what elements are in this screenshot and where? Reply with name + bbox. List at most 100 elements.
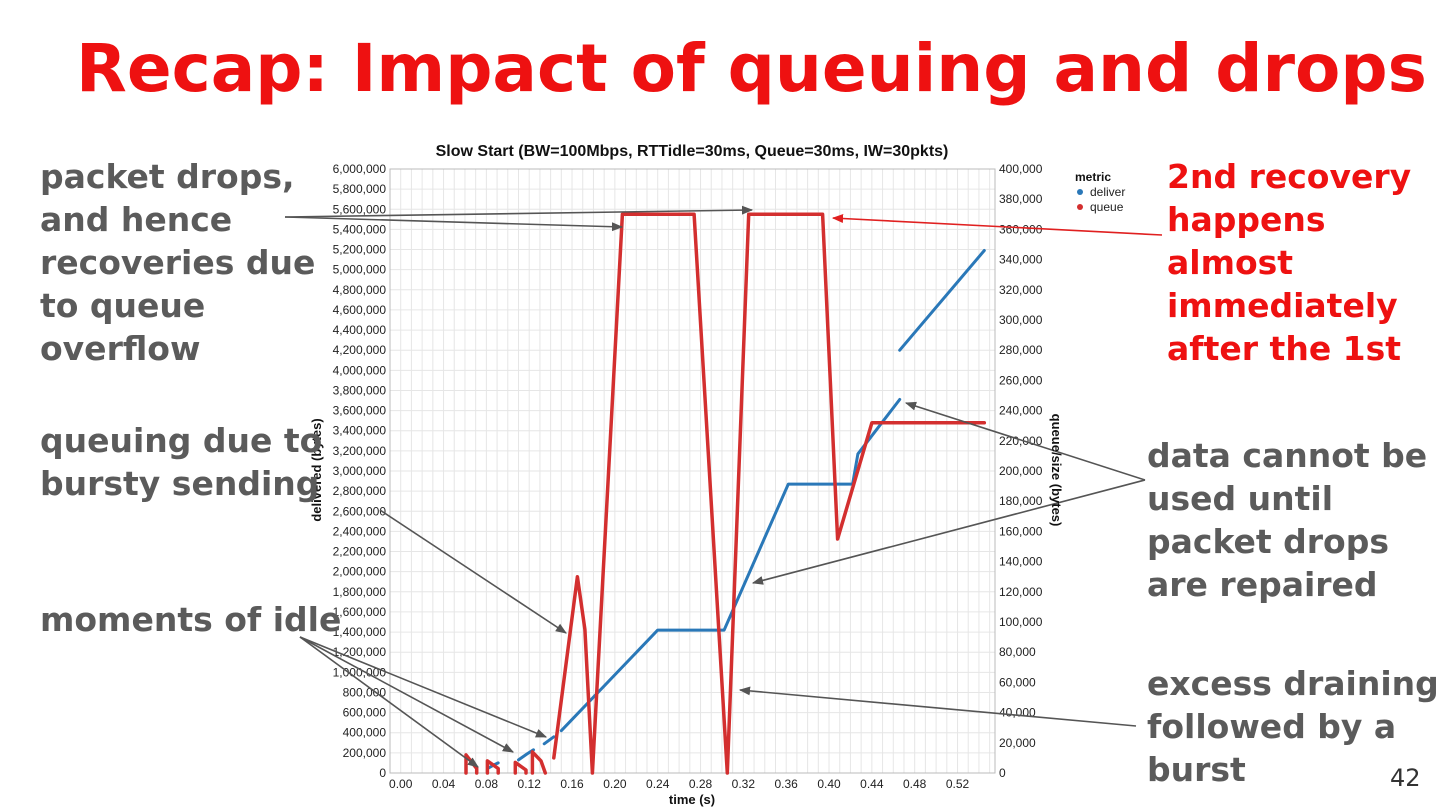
note-line: packet drops [1147, 522, 1389, 561]
x-tick-label: 0.36 [775, 777, 799, 791]
y-tick-label: 800,000 [343, 685, 387, 699]
legend-queue-swatch [1077, 204, 1083, 210]
chart-title: Slow Start (BW=100Mbps, RTTidle=30ms, Qu… [436, 143, 949, 160]
y2-tick-label: 0 [999, 766, 1006, 780]
note-line: to queue [40, 286, 206, 325]
annotation-arrow [299, 636, 479, 768]
y2-tick-label: 20,000 [999, 736, 1036, 750]
series-queue-line [530, 750, 548, 775]
note-line: packet drops, [40, 157, 295, 196]
y2-tick-label: 40,000 [999, 706, 1036, 720]
y-tick-label: 3,400,000 [333, 424, 387, 438]
y-tick-label: 1,600,000 [333, 605, 387, 619]
y2-tick-label: 80,000 [999, 645, 1036, 659]
y-tick-label: 600,000 [343, 706, 387, 720]
annotation-arrow [831, 214, 1163, 236]
x-tick-label: 0.16 [560, 777, 584, 791]
y-tick-label: 4,600,000 [333, 303, 387, 317]
y2-tick-label: 260,000 [999, 373, 1043, 387]
y-tick-label: 5,600,000 [333, 202, 387, 216]
y-tick-label: 4,800,000 [333, 283, 387, 297]
x-tick-label: 0.08 [475, 777, 499, 791]
y-tick-label: 6,000,000 [333, 162, 387, 176]
y2-tick-label: 360,000 [999, 222, 1043, 236]
y-tick-label: 4,000,000 [333, 363, 387, 377]
note-line: happens [1167, 200, 1326, 239]
y-tick-label: 200,000 [343, 746, 387, 760]
legend-deliver-label: deliver [1090, 185, 1125, 199]
y2-tick-label: 140,000 [999, 555, 1043, 569]
y-tick-label: 1,400,000 [333, 625, 387, 639]
note-line: followed by a [1147, 707, 1397, 746]
y-tick-label: 4,200,000 [333, 343, 387, 357]
x-tick-label: 0.52 [946, 777, 970, 791]
y2-axis-title: queue/size (bytes) [1049, 414, 1064, 527]
note-line: recoveries due [40, 243, 316, 282]
x-tick-label: 0.40 [817, 777, 841, 791]
y2-tick-label: 400,000 [999, 162, 1043, 176]
y2-tick-label: 300,000 [999, 313, 1043, 327]
note-packet-drops: packet drops, and hence recoveries due t… [40, 155, 315, 370]
y2-tick-label: 280,000 [999, 343, 1043, 357]
y-tick-label: 3,000,000 [333, 464, 387, 478]
note-line: moments of idle [40, 600, 342, 639]
plot-frame [389, 168, 996, 774]
x-tick-label: 0.12 [518, 777, 542, 791]
y-tick-label: 2,600,000 [333, 504, 387, 518]
y-tick-label: 3,600,000 [333, 404, 387, 418]
y-tick-label: 1,200,000 [333, 645, 387, 659]
note-line: excess draining [1147, 664, 1439, 703]
x-tick-label: 0.04 [432, 777, 456, 791]
note-second-recovery: 2nd recovery happens almost immediately … [1167, 155, 1411, 370]
y2-tick-label: 340,000 [999, 253, 1043, 267]
y-tick-label: 2,400,000 [333, 524, 387, 538]
y-tick-label: 5,200,000 [333, 243, 387, 257]
series-deliver-line [542, 735, 556, 746]
series-deliver-line [559, 398, 902, 733]
series-deliver-line [898, 249, 986, 352]
note-excess-draining: excess draining followed by a burst [1147, 662, 1439, 791]
note-line: 2nd recovery [1167, 157, 1412, 196]
x-tick-label: 0.32 [732, 777, 756, 791]
page-number: 42 [1390, 764, 1421, 792]
y-tick-label: 2,800,000 [333, 484, 387, 498]
note-line: burst [1147, 750, 1246, 789]
y-tick-label: 3,800,000 [333, 383, 387, 397]
note-bursty-queuing: queuing due to bursty sending [40, 419, 322, 505]
note-line: and hence [40, 200, 233, 239]
y-tick-label: 5,800,000 [333, 182, 387, 196]
x-tick-label: 0.24 [646, 777, 670, 791]
y-axis-title: delivered (bytes) [309, 418, 324, 521]
y2-tick-label: 160,000 [999, 524, 1043, 538]
x-tick-label: 0.20 [603, 777, 627, 791]
annotation-arrow [904, 401, 1146, 481]
series-queue-line [513, 760, 528, 775]
legend: metric deliver queue [1075, 170, 1125, 214]
x-tick-label: 0.28 [689, 777, 713, 791]
y2-tick-label: 240,000 [999, 404, 1043, 418]
y2-tick-label: 200,000 [999, 464, 1043, 478]
annotation-arrow [299, 636, 548, 738]
note-line: data cannot be [1147, 436, 1428, 475]
note-line: after the 1st [1167, 329, 1402, 368]
chart-series [464, 212, 987, 775]
note-line: are repaired [1147, 565, 1378, 604]
annotation-arrow [751, 479, 1146, 585]
y2-tick-label: 380,000 [999, 192, 1043, 206]
y-tick-label: 5,000,000 [333, 263, 387, 277]
series-queue-line [552, 212, 987, 775]
x-axis-title: time (s) [669, 792, 715, 807]
slide-title: Recap: Impact of queuing and drops [76, 30, 1427, 107]
note-idle: moments of idle [40, 598, 341, 641]
y-tick-label: 4,400,000 [333, 323, 387, 337]
note-data-unusable: data cannot be used until packet drops a… [1147, 434, 1427, 606]
note-line: immediately [1167, 286, 1398, 325]
y-tick-label: 1,800,000 [333, 585, 387, 599]
chart-grid [390, 168, 995, 774]
annotation-arrow [284, 216, 624, 232]
annotation-arrow [299, 636, 514, 753]
y-tick-label: 400,000 [343, 726, 387, 740]
x-tick-label: 0.44 [860, 777, 884, 791]
annotation-arrow [284, 205, 754, 218]
